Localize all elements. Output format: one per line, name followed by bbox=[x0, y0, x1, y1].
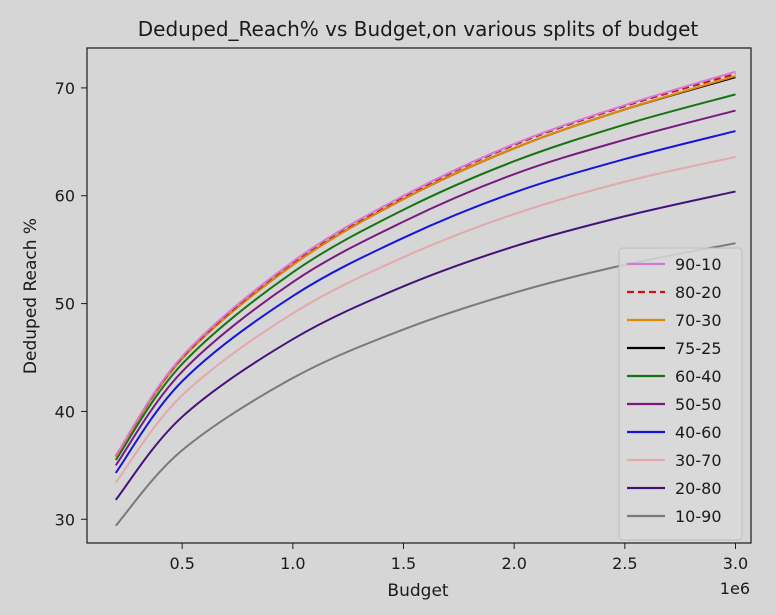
series-line-50-50 bbox=[114, 109, 736, 466]
series-line-90-10 bbox=[114, 70, 736, 457]
series-line-20-80 bbox=[114, 190, 736, 501]
legend-label-75-25: 75-25 bbox=[675, 339, 722, 358]
series-line-30-70 bbox=[114, 155, 736, 484]
plot-frame bbox=[86, 47, 752, 544]
x-tick-label: 1.0 bbox=[280, 554, 305, 573]
legend-label-50-50: 50-50 bbox=[675, 395, 722, 414]
y-tick-label: 70 bbox=[55, 79, 75, 98]
legend-label-30-70: 30-70 bbox=[675, 451, 722, 470]
x-tick-label: 2.5 bbox=[612, 554, 637, 573]
x-axis-offset-label: 1e6 bbox=[720, 579, 750, 598]
legend-label-20-80: 20-80 bbox=[675, 479, 722, 498]
series-line-40-60 bbox=[114, 130, 736, 474]
legend-label-90-10: 90-10 bbox=[675, 255, 722, 274]
series-line-70-30 bbox=[114, 75, 736, 458]
series-line-60-40 bbox=[114, 93, 736, 461]
y-tick-label: 50 bbox=[55, 295, 75, 314]
y-axis-label: Deduped Reach % bbox=[21, 218, 41, 374]
x-tick-label: 3.0 bbox=[723, 554, 748, 573]
legend-label-10-90: 10-90 bbox=[675, 507, 722, 526]
chart-title: Deduped_Reach% vs Budget,on various spli… bbox=[138, 17, 699, 41]
axis-ticks: 0.5 1.0 1.5 2.0 2.5 3.0 30 40 50 60 70 bbox=[55, 79, 749, 573]
x-tick-label: 0.5 bbox=[169, 554, 194, 573]
legend-label-80-20: 80-20 bbox=[675, 283, 722, 302]
legend: 90-10 80-20 70-30 75-25 60-40 50-50 40-60 30-70… bbox=[618, 247, 743, 541]
x-tick-label: 2.0 bbox=[501, 554, 526, 573]
y-tick-label: 40 bbox=[55, 402, 75, 421]
plot-area bbox=[114, 70, 736, 527]
x-axis-label: Budget bbox=[387, 581, 448, 601]
y-tick-label: 30 bbox=[55, 510, 75, 529]
legend-label-70-30: 70-30 bbox=[675, 311, 722, 330]
y-tick-label: 60 bbox=[55, 187, 75, 206]
legend-label-40-60: 40-60 bbox=[675, 423, 722, 442]
series-line-80-20 bbox=[114, 72, 736, 457]
x-tick-label: 1.5 bbox=[391, 554, 416, 573]
legend-label-60-40: 60-40 bbox=[675, 367, 722, 386]
